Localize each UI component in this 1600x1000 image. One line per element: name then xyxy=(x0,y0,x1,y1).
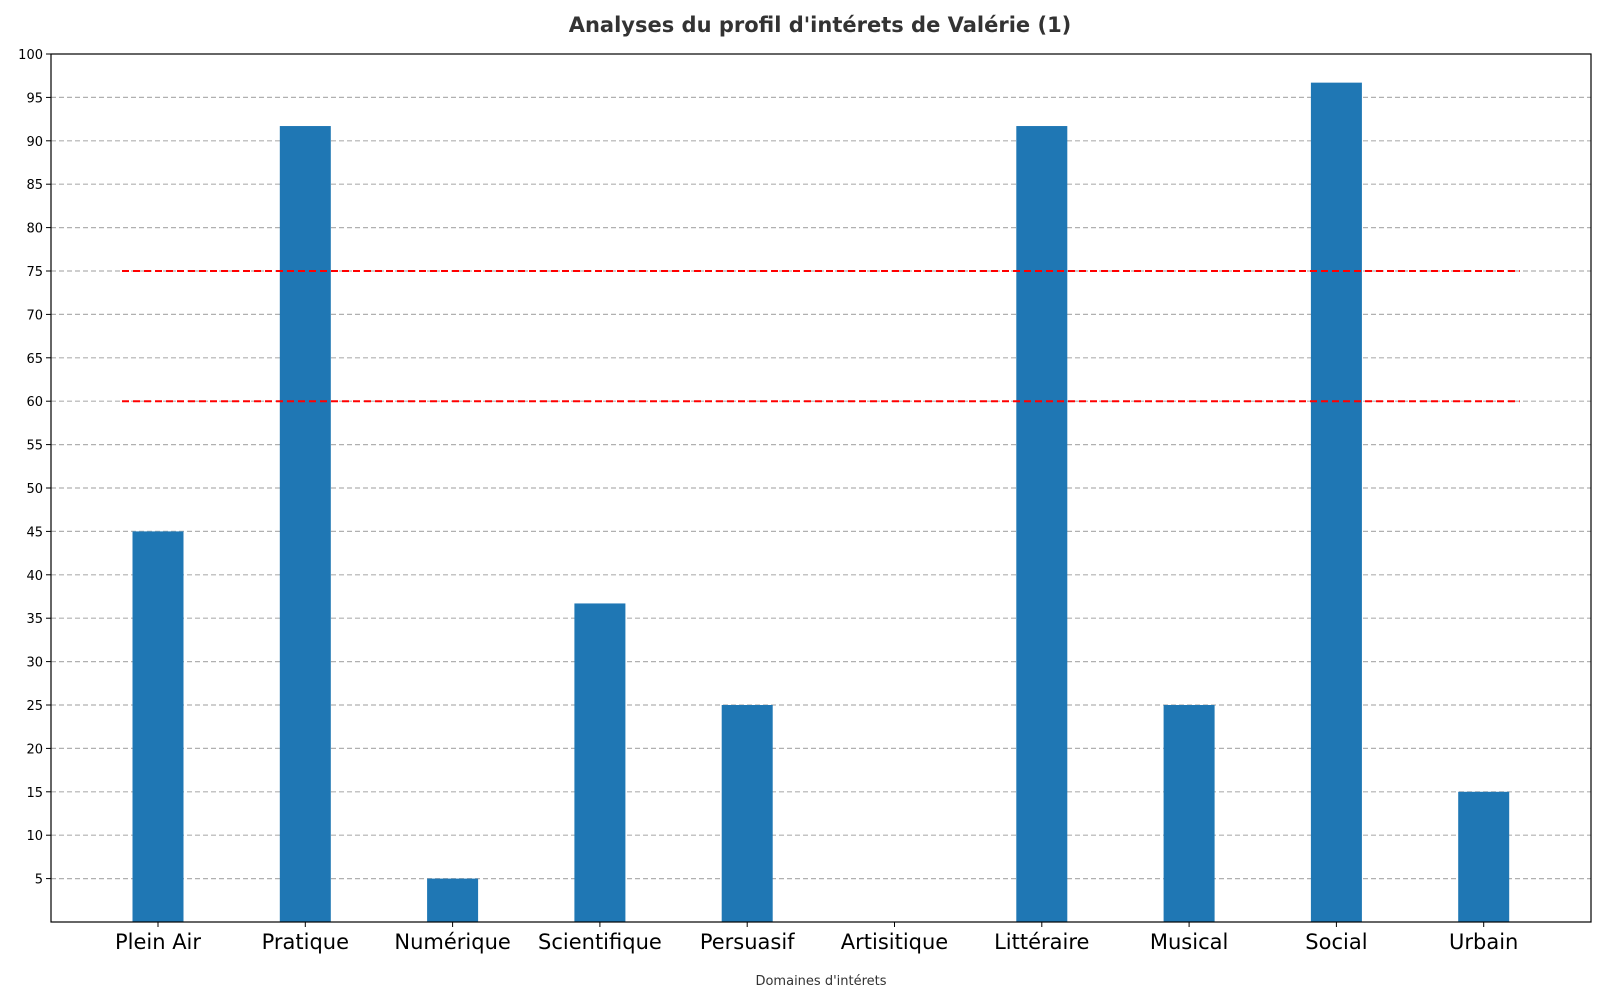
x-tick-label: Musical xyxy=(1150,930,1228,954)
y-tick-label: 35 xyxy=(26,612,43,627)
y-tick-label: 75 xyxy=(26,265,43,280)
y-tick-label: 60 xyxy=(26,395,43,410)
y-tick-label: 80 xyxy=(26,222,43,237)
y-tick-label: 20 xyxy=(26,742,43,757)
bar-urbain xyxy=(1458,791,1510,922)
x-tick-label: Artisitique xyxy=(841,930,948,954)
bar-numérique xyxy=(427,878,479,922)
y-tick-label: 70 xyxy=(26,308,43,323)
y-tick-label: 15 xyxy=(26,786,43,801)
x-tick-label: Persuasif xyxy=(700,930,795,954)
y-tick-label: 55 xyxy=(26,439,43,454)
bar-musical xyxy=(1163,705,1215,922)
y-tick-label: 90 xyxy=(26,135,43,150)
x-tick-label: Pratique xyxy=(262,930,349,954)
y-axis-ticks: 5 10 15 20 25 30 35 40 45 50 55 60 65 70 75 80 85 90 95 100 xyxy=(18,48,51,888)
x-tick-label: Scientifique xyxy=(538,930,662,954)
y-tick-label: 5 xyxy=(35,873,43,888)
x-tick-label: Littéraire xyxy=(994,930,1089,954)
y-tick-label: 65 xyxy=(26,352,43,367)
bar-pratique xyxy=(279,126,331,922)
x-axis-label: Domaines d'intérets xyxy=(755,974,886,989)
y-tick-label: 50 xyxy=(26,482,43,497)
y-tick-label: 100 xyxy=(18,48,43,63)
y-tick-label: 25 xyxy=(26,699,43,714)
x-tick-label: Plein Air xyxy=(115,930,201,954)
y-tick-label: 95 xyxy=(26,91,43,106)
y-tick-label: 30 xyxy=(26,656,43,671)
y-tick-label: 45 xyxy=(26,525,43,540)
bar-scientifique xyxy=(574,603,626,922)
y-tick-label: 40 xyxy=(26,569,43,584)
reference-lines xyxy=(122,270,1520,403)
x-tick-label: Social xyxy=(1305,930,1367,954)
bar-plein-air xyxy=(132,531,184,922)
bar-littéraire xyxy=(1016,126,1068,922)
x-axis-ticks: Plein Air Pratique Numérique Scientifique Pe… xyxy=(115,922,1518,954)
chart-title: Analyses du profil d'intérets de Valérie… xyxy=(569,13,1072,37)
bar-social xyxy=(1310,82,1362,923)
bars xyxy=(132,82,1510,923)
bar-persuasif xyxy=(721,705,773,922)
y-tick-label: 10 xyxy=(26,829,43,844)
x-tick-label: Numérique xyxy=(394,930,510,954)
y-tick-label: 85 xyxy=(26,178,43,193)
x-tick-label: Urbain xyxy=(1449,930,1518,954)
